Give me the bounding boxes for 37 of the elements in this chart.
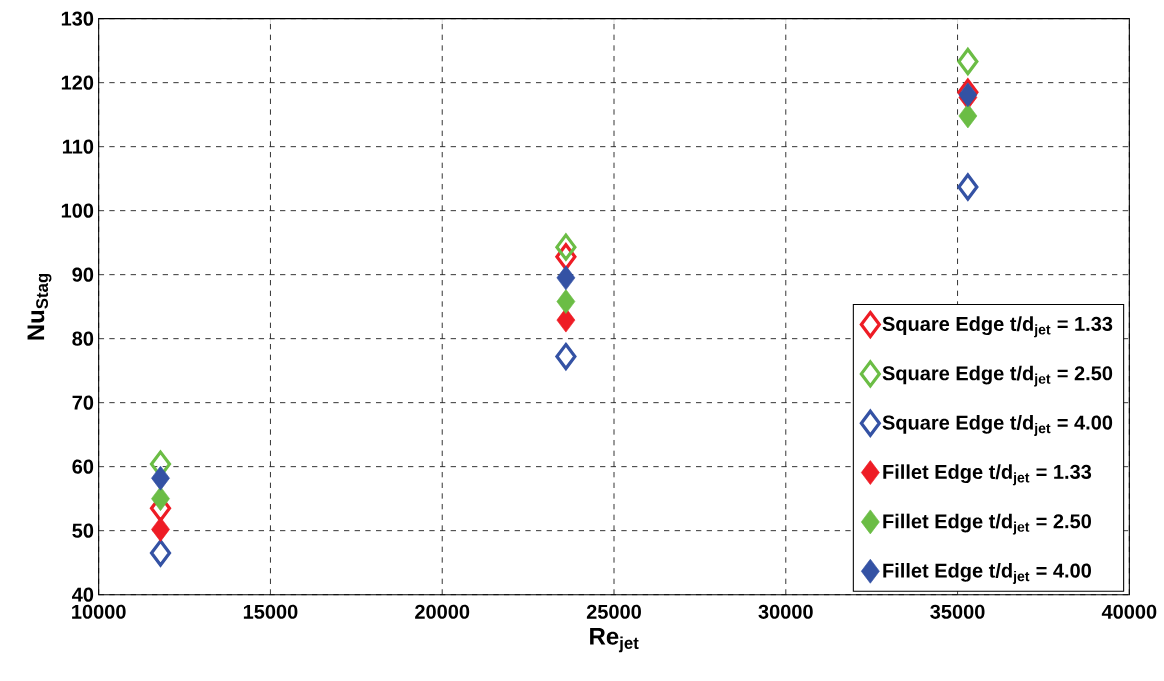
x-tick-label: 25000 — [586, 604, 641, 620]
point — [151, 486, 170, 512]
x-tick-label: 40000 — [1101, 604, 1157, 620]
x-tick-label: 15000 — [243, 604, 298, 620]
legend-label: Square Edge t/d$_{jet}$ = 2.50 — [882, 365, 1113, 387]
x-tick-label: 35000 — [930, 604, 985, 620]
x-tick-label: 20000 — [415, 604, 470, 620]
y-tick-label: 60 — [72, 459, 94, 474]
legend-label: Square Edge t/d$_{jet}$ = 4.00 — [882, 415, 1113, 437]
point — [556, 289, 576, 315]
x-tick-label: 30000 — [758, 604, 813, 620]
point — [556, 265, 576, 291]
point — [149, 539, 172, 567]
y-tick-label: 110 — [62, 139, 94, 154]
point — [957, 48, 979, 76]
y-tick-label: 90 — [72, 267, 94, 282]
legend-label: Square Edge t/d$_{jet}$ = 1.33 — [882, 316, 1113, 338]
y-tick-label: 40 — [72, 587, 94, 602]
y-tick-label: 100 — [61, 203, 94, 218]
x-tick-label: 10000 — [72, 604, 126, 620]
point — [957, 173, 979, 201]
y-tick-label: 70 — [72, 395, 94, 410]
point — [555, 233, 577, 261]
point — [555, 343, 577, 371]
legend-label: Fillet Edge t/d$_{jet}$ = 2.50 — [883, 513, 1091, 535]
y-tick-label: 130 — [61, 11, 94, 26]
point — [151, 517, 170, 542]
point — [555, 243, 577, 271]
point — [958, 103, 978, 129]
y-tick-label: 120 — [61, 75, 94, 90]
y-tick-label: 50 — [72, 523, 94, 538]
legend-label: Fillet Edge t/d$_{jet}$ = 1.33 — [883, 464, 1092, 486]
y-tick-label: 80 — [72, 331, 94, 346]
point — [151, 466, 170, 491]
y-axis-title: Nu$_{Stag}$ — [27, 274, 52, 340]
x-axis-title: Re$_{jet}$ — [590, 628, 639, 653]
legend-label: Fillet Edge t/d$_{jet}$ = 4.00 — [883, 563, 1091, 585]
